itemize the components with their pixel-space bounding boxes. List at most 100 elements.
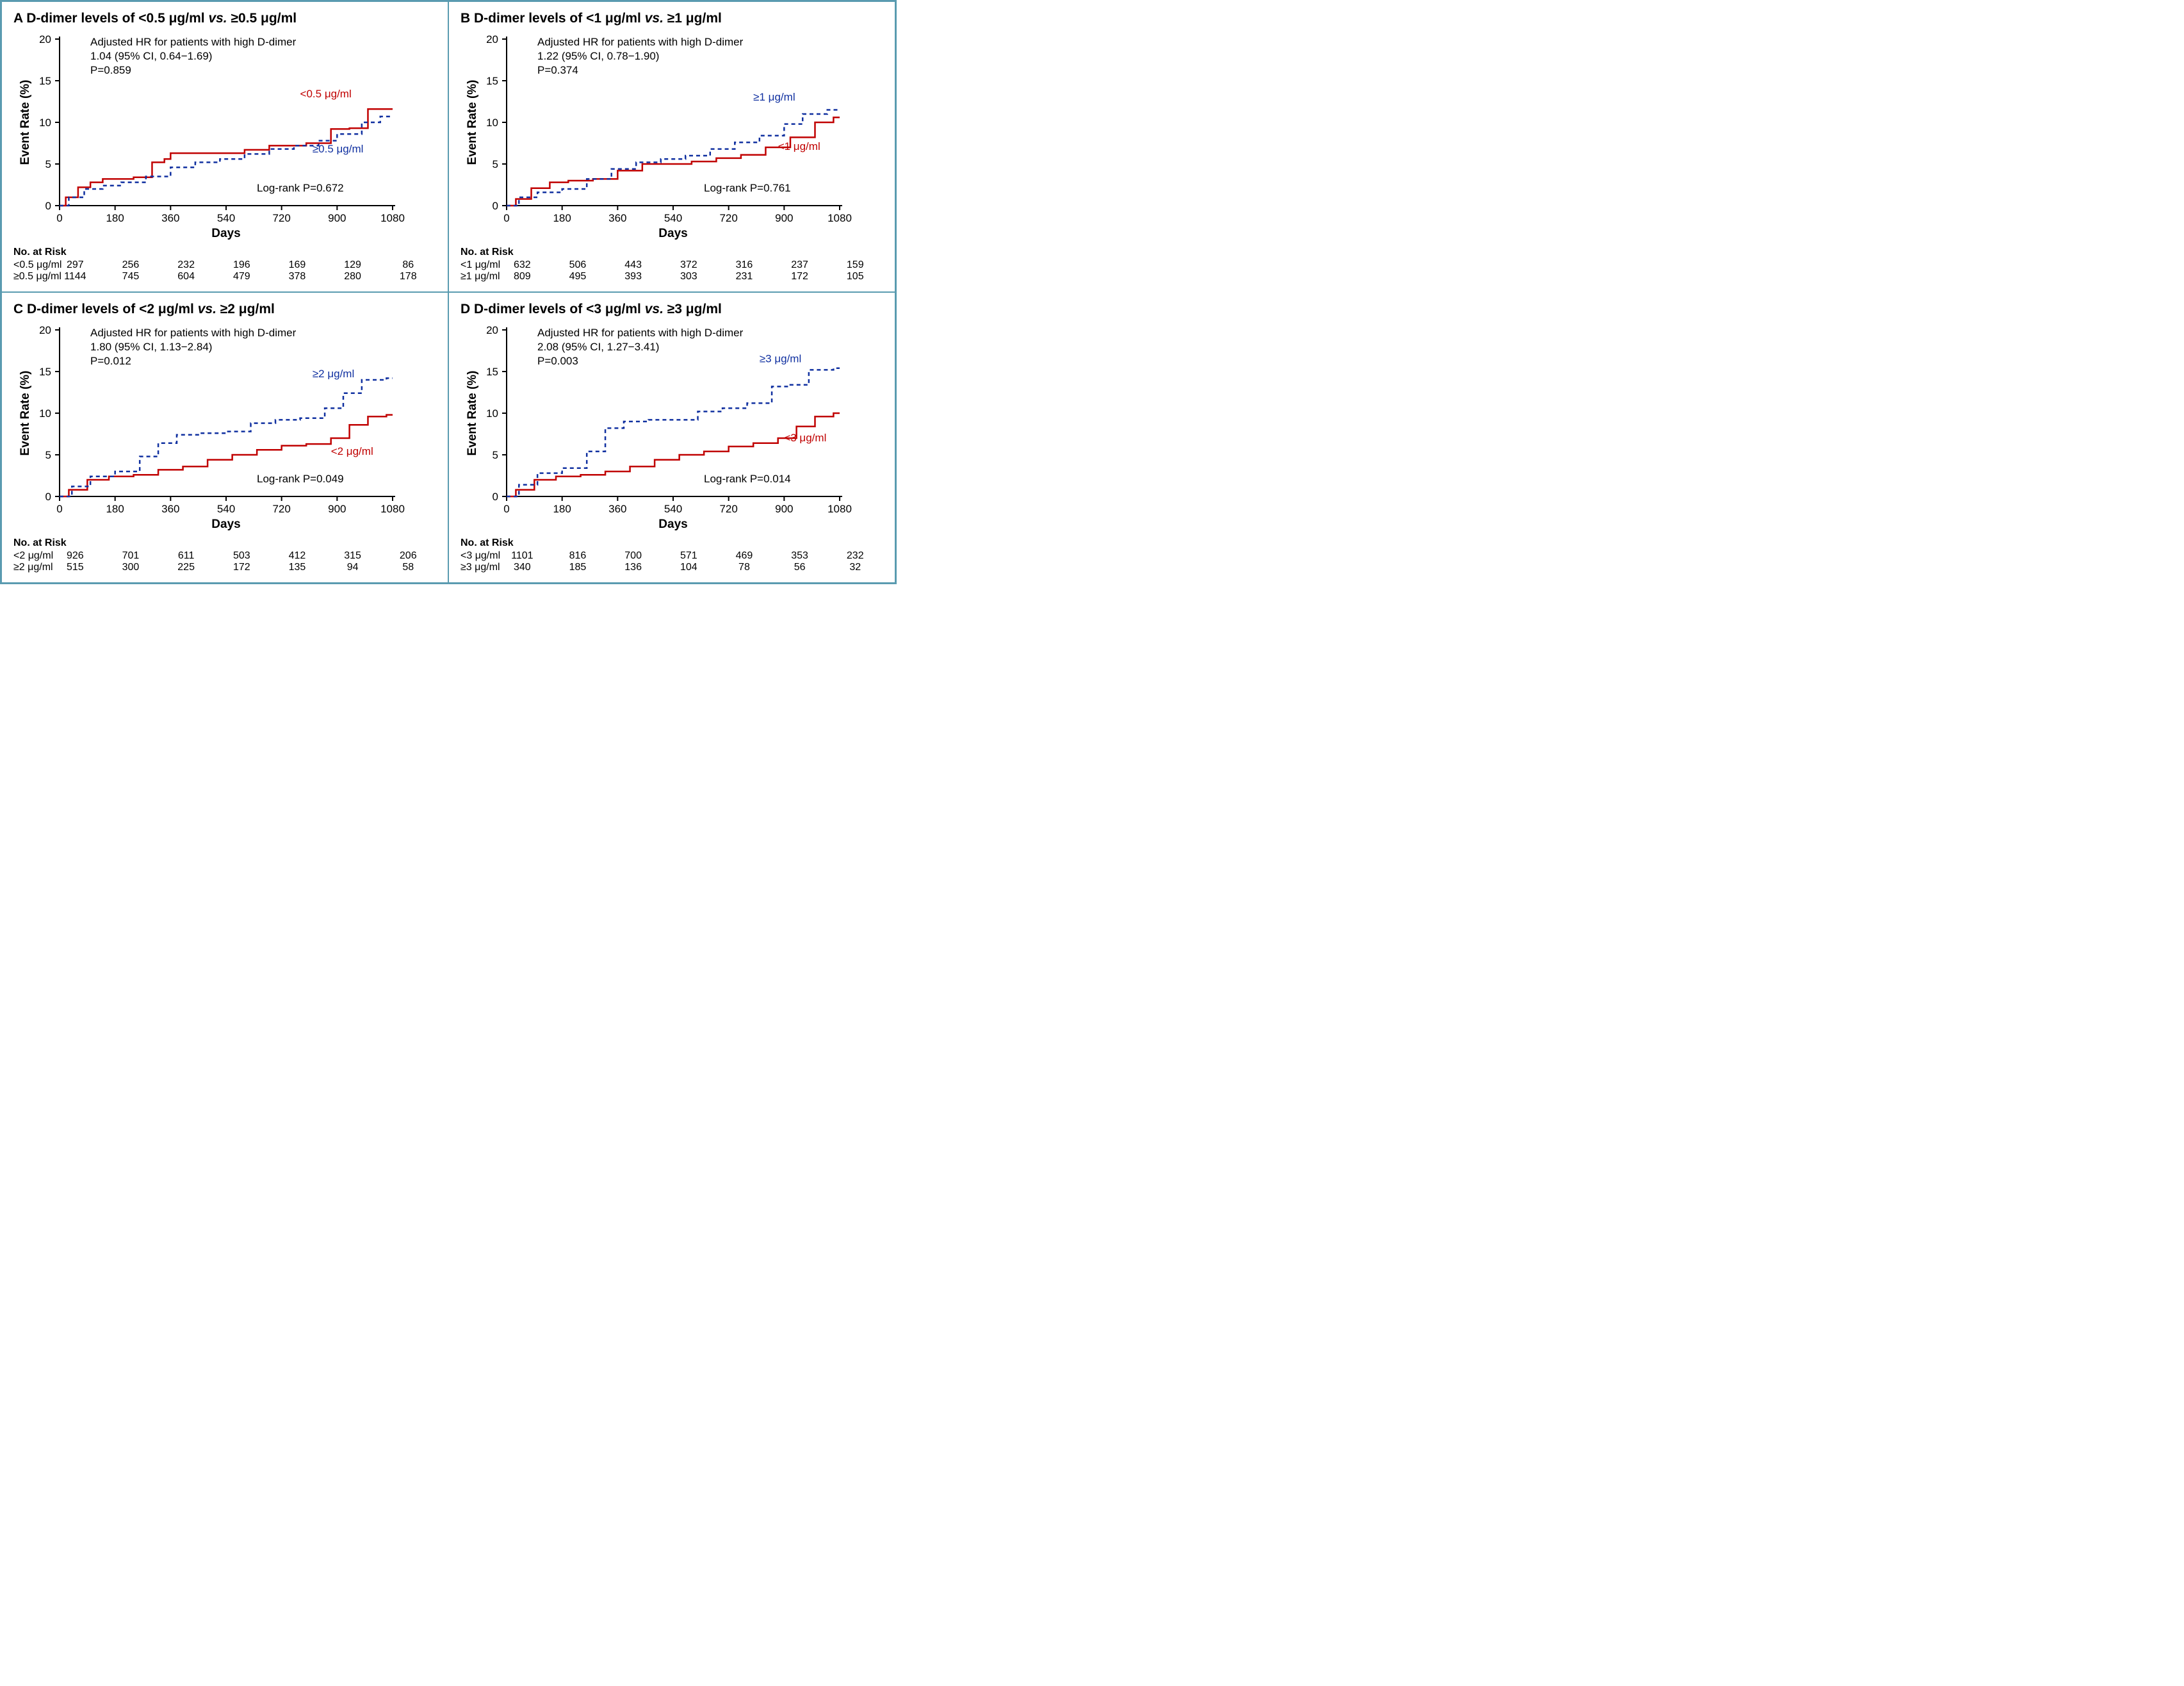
hr-annotation: 1.04 (95% CI, 0.64−1.69) xyxy=(90,50,212,62)
ytick-label: 0 xyxy=(45,200,51,212)
title-part2: ≥1 μg/ml xyxy=(667,11,722,26)
panel-title: B D-dimer levels of <1 μg/ml vs. ≥1 μg/m… xyxy=(460,11,883,26)
km-chart: 0180360540720900108005101520DaysEvent Ra… xyxy=(460,321,852,532)
panel-letter: A xyxy=(13,11,22,26)
risk-cells: 632506443372316237159 xyxy=(494,259,883,271)
ytick-label: 15 xyxy=(39,75,51,87)
hr-annotation: 1.22 (95% CI, 0.78−1.90) xyxy=(537,50,659,62)
series-label: ≥1 μg/ml xyxy=(753,91,795,103)
y-axis-label: Event Rate (%) xyxy=(19,79,32,165)
xtick-label: 540 xyxy=(664,212,682,224)
title-vs: vs. xyxy=(645,302,664,316)
series-label: <0.5 μg/ml xyxy=(300,88,352,100)
title-part1: D-dimer levels of <1 μg/ml xyxy=(474,11,641,26)
risk-cells: 29725623219616912986 xyxy=(47,259,436,271)
xtick-label: 0 xyxy=(56,212,62,224)
xtick-label: 720 xyxy=(272,212,290,224)
risk-cell: 378 xyxy=(270,271,325,282)
risk-cell: 479 xyxy=(214,271,270,282)
risk-cell: 32 xyxy=(827,562,883,573)
panel-c: C D-dimer levels of <2 μg/ml vs. ≥2 μg/m… xyxy=(1,292,448,583)
risk-cells: 809495393303231172105 xyxy=(494,271,883,282)
x-axis-label: Days xyxy=(658,227,687,240)
risk-cell: 185 xyxy=(550,562,606,573)
risk-cell: 232 xyxy=(827,550,883,562)
risk-table: No. at Risk<1 μg/ml632506443372316237159… xyxy=(460,247,883,282)
xtick-label: 180 xyxy=(106,212,124,224)
risk-row: ≥1 μg/ml809495393303231172105 xyxy=(460,271,883,282)
hr-annotation: 1.80 (95% CI, 1.13−2.84) xyxy=(90,341,212,353)
risk-table: No. at Risk<2 μg/ml926701611503412315206… xyxy=(13,537,436,573)
risk-cell: 78 xyxy=(717,562,772,573)
ytick-label: 10 xyxy=(486,407,498,420)
ytick-label: 20 xyxy=(39,324,51,336)
x-axis-label: Days xyxy=(658,518,687,531)
risk-cell: 353 xyxy=(772,550,827,562)
risk-cell: 280 xyxy=(325,271,380,282)
risk-cells: 1101816700571469353232 xyxy=(494,550,883,562)
title-vs: vs. xyxy=(208,11,227,26)
hr-annotation: Adjusted HR for patients with high D-dim… xyxy=(537,327,744,339)
y-axis-label: Event Rate (%) xyxy=(466,79,479,165)
risk-cells: 1144745604479378280178 xyxy=(47,271,436,282)
logrank-label: Log-rank P=0.049 xyxy=(257,473,344,485)
risk-cell: 745 xyxy=(103,271,159,282)
risk-cell: 231 xyxy=(717,271,772,282)
risk-row: ≥3 μg/ml340185136104785632 xyxy=(460,562,883,573)
risk-cell: 206 xyxy=(380,550,436,562)
km-chart: 0180360540720900108005101520DaysEvent Ra… xyxy=(13,30,405,241)
ytick-label: 5 xyxy=(493,158,498,170)
risk-cells: 340185136104785632 xyxy=(494,562,883,573)
risk-row: <3 μg/ml1101816700571469353232 xyxy=(460,550,883,562)
risk-row: ≥0.5 μg/ml1144745604479378280178 xyxy=(13,271,436,282)
xtick-label: 360 xyxy=(608,503,626,515)
x-axis-label: Days xyxy=(211,227,240,240)
title-part1: D-dimer levels of <0.5 μg/ml xyxy=(26,11,204,26)
ytick-label: 20 xyxy=(486,33,498,45)
risk-cell: 136 xyxy=(605,562,661,573)
km-chart: 0180360540720900108005101520DaysEvent Ra… xyxy=(460,30,852,241)
xtick-label: 900 xyxy=(775,503,793,515)
ytick-label: 0 xyxy=(45,491,51,503)
risk-cell: 809 xyxy=(494,271,550,282)
risk-cell: 256 xyxy=(103,259,159,271)
xtick-label: 360 xyxy=(161,503,179,515)
xtick-label: 720 xyxy=(719,503,737,515)
xtick-label: 180 xyxy=(553,212,571,224)
ytick-label: 10 xyxy=(39,407,51,420)
xtick-label: 720 xyxy=(272,503,290,515)
xtick-label: 540 xyxy=(217,503,235,515)
hr-annotation: Adjusted HR for patients with high D-dim… xyxy=(90,36,297,48)
risk-cell: 604 xyxy=(158,271,214,282)
risk-cell: 56 xyxy=(772,562,827,573)
risk-cell: 178 xyxy=(380,271,436,282)
risk-cell: 503 xyxy=(214,550,270,562)
risk-cell: 172 xyxy=(214,562,270,573)
logrank-label: Log-rank P=0.672 xyxy=(257,182,344,194)
panel-title: D D-dimer levels of <3 μg/ml vs. ≥3 μg/m… xyxy=(460,302,883,317)
xtick-label: 180 xyxy=(553,503,571,515)
xtick-label: 0 xyxy=(503,212,509,224)
risk-cell: 86 xyxy=(380,259,436,271)
xtick-label: 900 xyxy=(775,212,793,224)
ytick-label: 5 xyxy=(493,449,498,461)
risk-cell: 412 xyxy=(270,550,325,562)
y-axis-label: Event Rate (%) xyxy=(466,370,479,455)
risk-cell: 297 xyxy=(47,259,103,271)
series-label: ≥0.5 μg/ml xyxy=(313,143,364,155)
risk-cell: 372 xyxy=(661,259,717,271)
risk-cell: 469 xyxy=(717,550,772,562)
xtick-label: 360 xyxy=(608,212,626,224)
axes: 0180360540720900108005101520DaysEvent Ra… xyxy=(19,33,405,240)
xtick-label: 900 xyxy=(328,503,346,515)
risk-cell: 701 xyxy=(103,550,159,562)
risk-cell: 632 xyxy=(494,259,550,271)
risk-row: <0.5 μg/ml29725623219616912986 xyxy=(13,259,436,271)
panel-b: B D-dimer levels of <1 μg/ml vs. ≥1 μg/m… xyxy=(448,1,895,292)
ytick-label: 20 xyxy=(486,324,498,336)
hr-annotation: 2.08 (95% CI, 1.27−3.41) xyxy=(537,341,659,353)
risk-cell: 393 xyxy=(605,271,661,282)
title-part2: ≥3 μg/ml xyxy=(667,302,722,316)
risk-cell: 303 xyxy=(661,271,717,282)
risk-header: No. at Risk xyxy=(13,537,436,549)
